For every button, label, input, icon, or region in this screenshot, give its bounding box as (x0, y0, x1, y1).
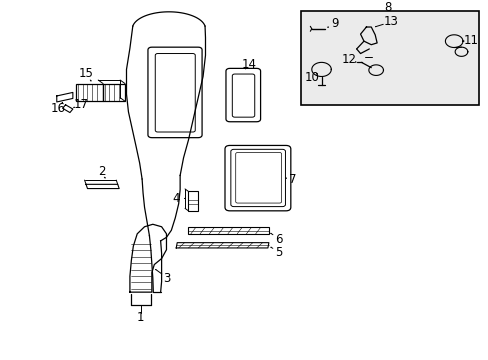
Text: 10: 10 (304, 71, 319, 84)
Text: 16: 16 (51, 102, 65, 115)
Text: 17: 17 (74, 98, 88, 111)
Text: 12: 12 (341, 53, 356, 66)
Text: 6: 6 (274, 233, 282, 246)
Text: 9: 9 (330, 17, 338, 30)
Bar (103, 84, 125, 101)
Text: 4: 4 (172, 192, 180, 205)
Text: 3: 3 (163, 272, 170, 285)
Text: 14: 14 (242, 58, 256, 71)
Text: 1: 1 (137, 311, 144, 324)
Text: 8: 8 (384, 1, 391, 14)
Text: 13: 13 (383, 15, 397, 28)
Bar (76, 84, 103, 101)
Bar (300, 11, 478, 105)
Text: 15: 15 (79, 67, 93, 80)
Text: 11: 11 (462, 34, 477, 47)
Text: 2: 2 (98, 166, 105, 179)
Text: 5: 5 (274, 246, 282, 259)
Bar (188, 192, 198, 211)
Text: 7: 7 (288, 172, 295, 185)
Bar (188, 228, 268, 234)
